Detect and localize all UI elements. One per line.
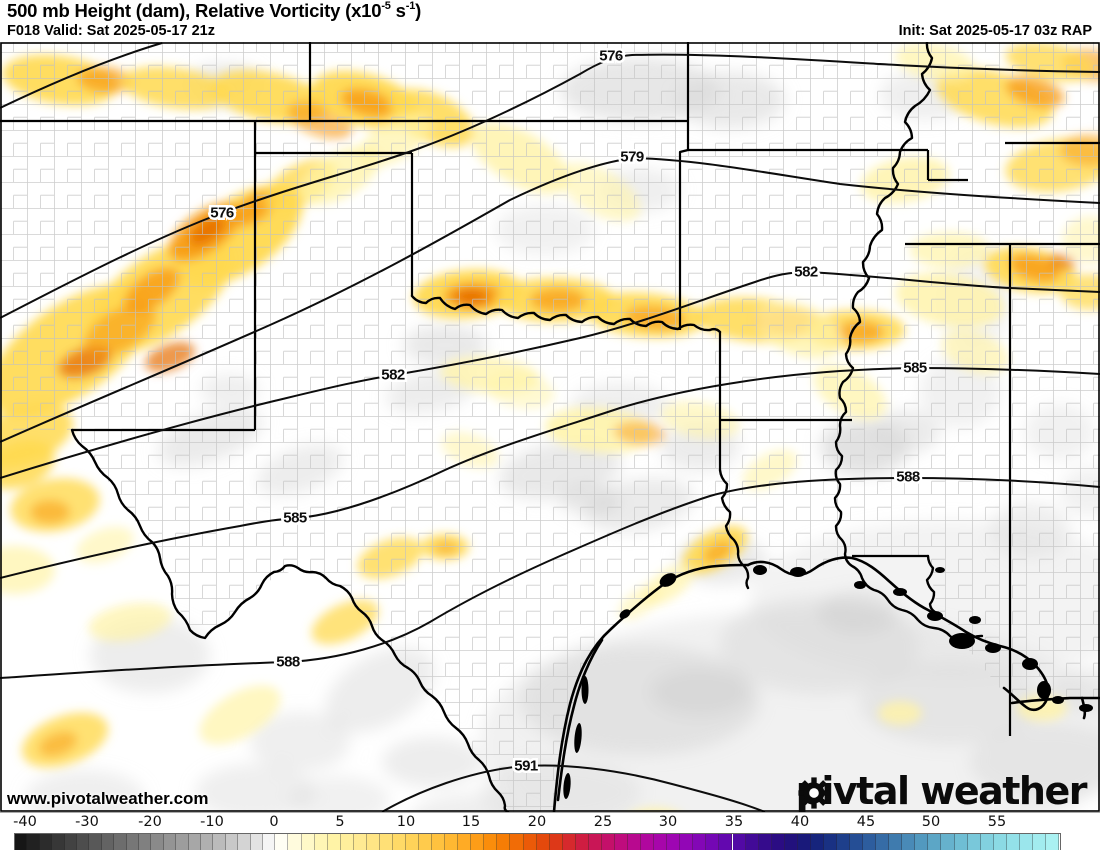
svg-text:582: 582 bbox=[794, 264, 818, 281]
colorbar-tick: 55 bbox=[987, 814, 1007, 830]
colorbar-tick: 40 bbox=[790, 814, 810, 830]
svg-text:582: 582 bbox=[381, 367, 405, 384]
svg-text:576: 576 bbox=[210, 205, 234, 222]
svg-text:588: 588 bbox=[276, 654, 300, 671]
colorbar-tick: 10 bbox=[396, 814, 416, 830]
colorbar-tick: -10 bbox=[200, 814, 224, 830]
contour-labels-layer: 576 576 579 582 582 585 585 588 588 591 bbox=[208, 45, 930, 777]
map-header: 500 mb Height (dam), Relative Vorticity … bbox=[0, 0, 1100, 42]
map-frame bbox=[0, 42, 1100, 812]
valid-time-label: F018 Valid: Sat 2025-05-17 21z bbox=[7, 23, 215, 39]
map-title: 500 mb Height (dam), Relative Vorticity … bbox=[7, 0, 422, 21]
vorticity-height-map: 576 576 579 582 582 585 585 588 588 591 bbox=[0, 42, 1100, 812]
colorbar-tick: 5 bbox=[335, 814, 345, 830]
colorbar-tick: 45 bbox=[856, 814, 876, 830]
height-contours-layer bbox=[0, 42, 1100, 812]
map-canvas: 576 576 579 582 582 585 585 588 588 591 www.pivot… bbox=[0, 42, 1100, 812]
state-borders-layer bbox=[0, 42, 1100, 736]
county-borders-layer bbox=[0, 42, 1100, 812]
svg-text:585: 585 bbox=[903, 360, 927, 377]
pivotal-weather-logo: piv tal weather bbox=[796, 769, 1088, 813]
colorbar-tick: -20 bbox=[138, 814, 162, 830]
vorticity-colorbar: -40 -30 -20 -10 0 5 10 15 20 25 30 35 40 45 50 55 bbox=[0, 812, 1100, 850]
colorbar-tick: 20 bbox=[527, 814, 547, 830]
colorbar-tick: -30 bbox=[75, 814, 99, 830]
colorbar-tick: 35 bbox=[724, 814, 744, 830]
svg-text:588: 588 bbox=[896, 469, 920, 486]
rivers-layer bbox=[70, 42, 984, 812]
svg-text:576: 576 bbox=[599, 48, 623, 65]
svg-text:591: 591 bbox=[514, 758, 538, 775]
bays-and-delta-layer bbox=[563, 565, 1093, 799]
colorbar-tick: 50 bbox=[921, 814, 941, 830]
colorbar-tick: 30 bbox=[658, 814, 678, 830]
init-time-label: Init: Sat 2025-05-17 03z RAP bbox=[898, 23, 1092, 39]
colorbar-scale bbox=[14, 833, 1061, 850]
watermark-url: www.pivotalweather.com bbox=[7, 789, 209, 808]
colorbar-tick: 0 bbox=[269, 814, 279, 830]
gear-icon bbox=[798, 777, 830, 809]
colorbar-tick: 15 bbox=[461, 814, 481, 830]
logo-text-post: tal weather bbox=[856, 769, 1087, 813]
colorbar-tick: 25 bbox=[593, 814, 613, 830]
svg-text:579: 579 bbox=[620, 149, 644, 166]
colorbar-tick: -40 bbox=[13, 814, 37, 830]
svg-text:585: 585 bbox=[283, 510, 307, 527]
